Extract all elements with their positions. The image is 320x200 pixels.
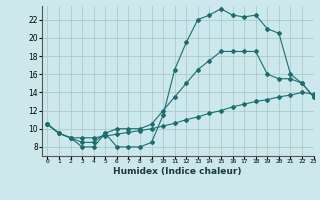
X-axis label: Humidex (Indice chaleur): Humidex (Indice chaleur) xyxy=(113,167,242,176)
